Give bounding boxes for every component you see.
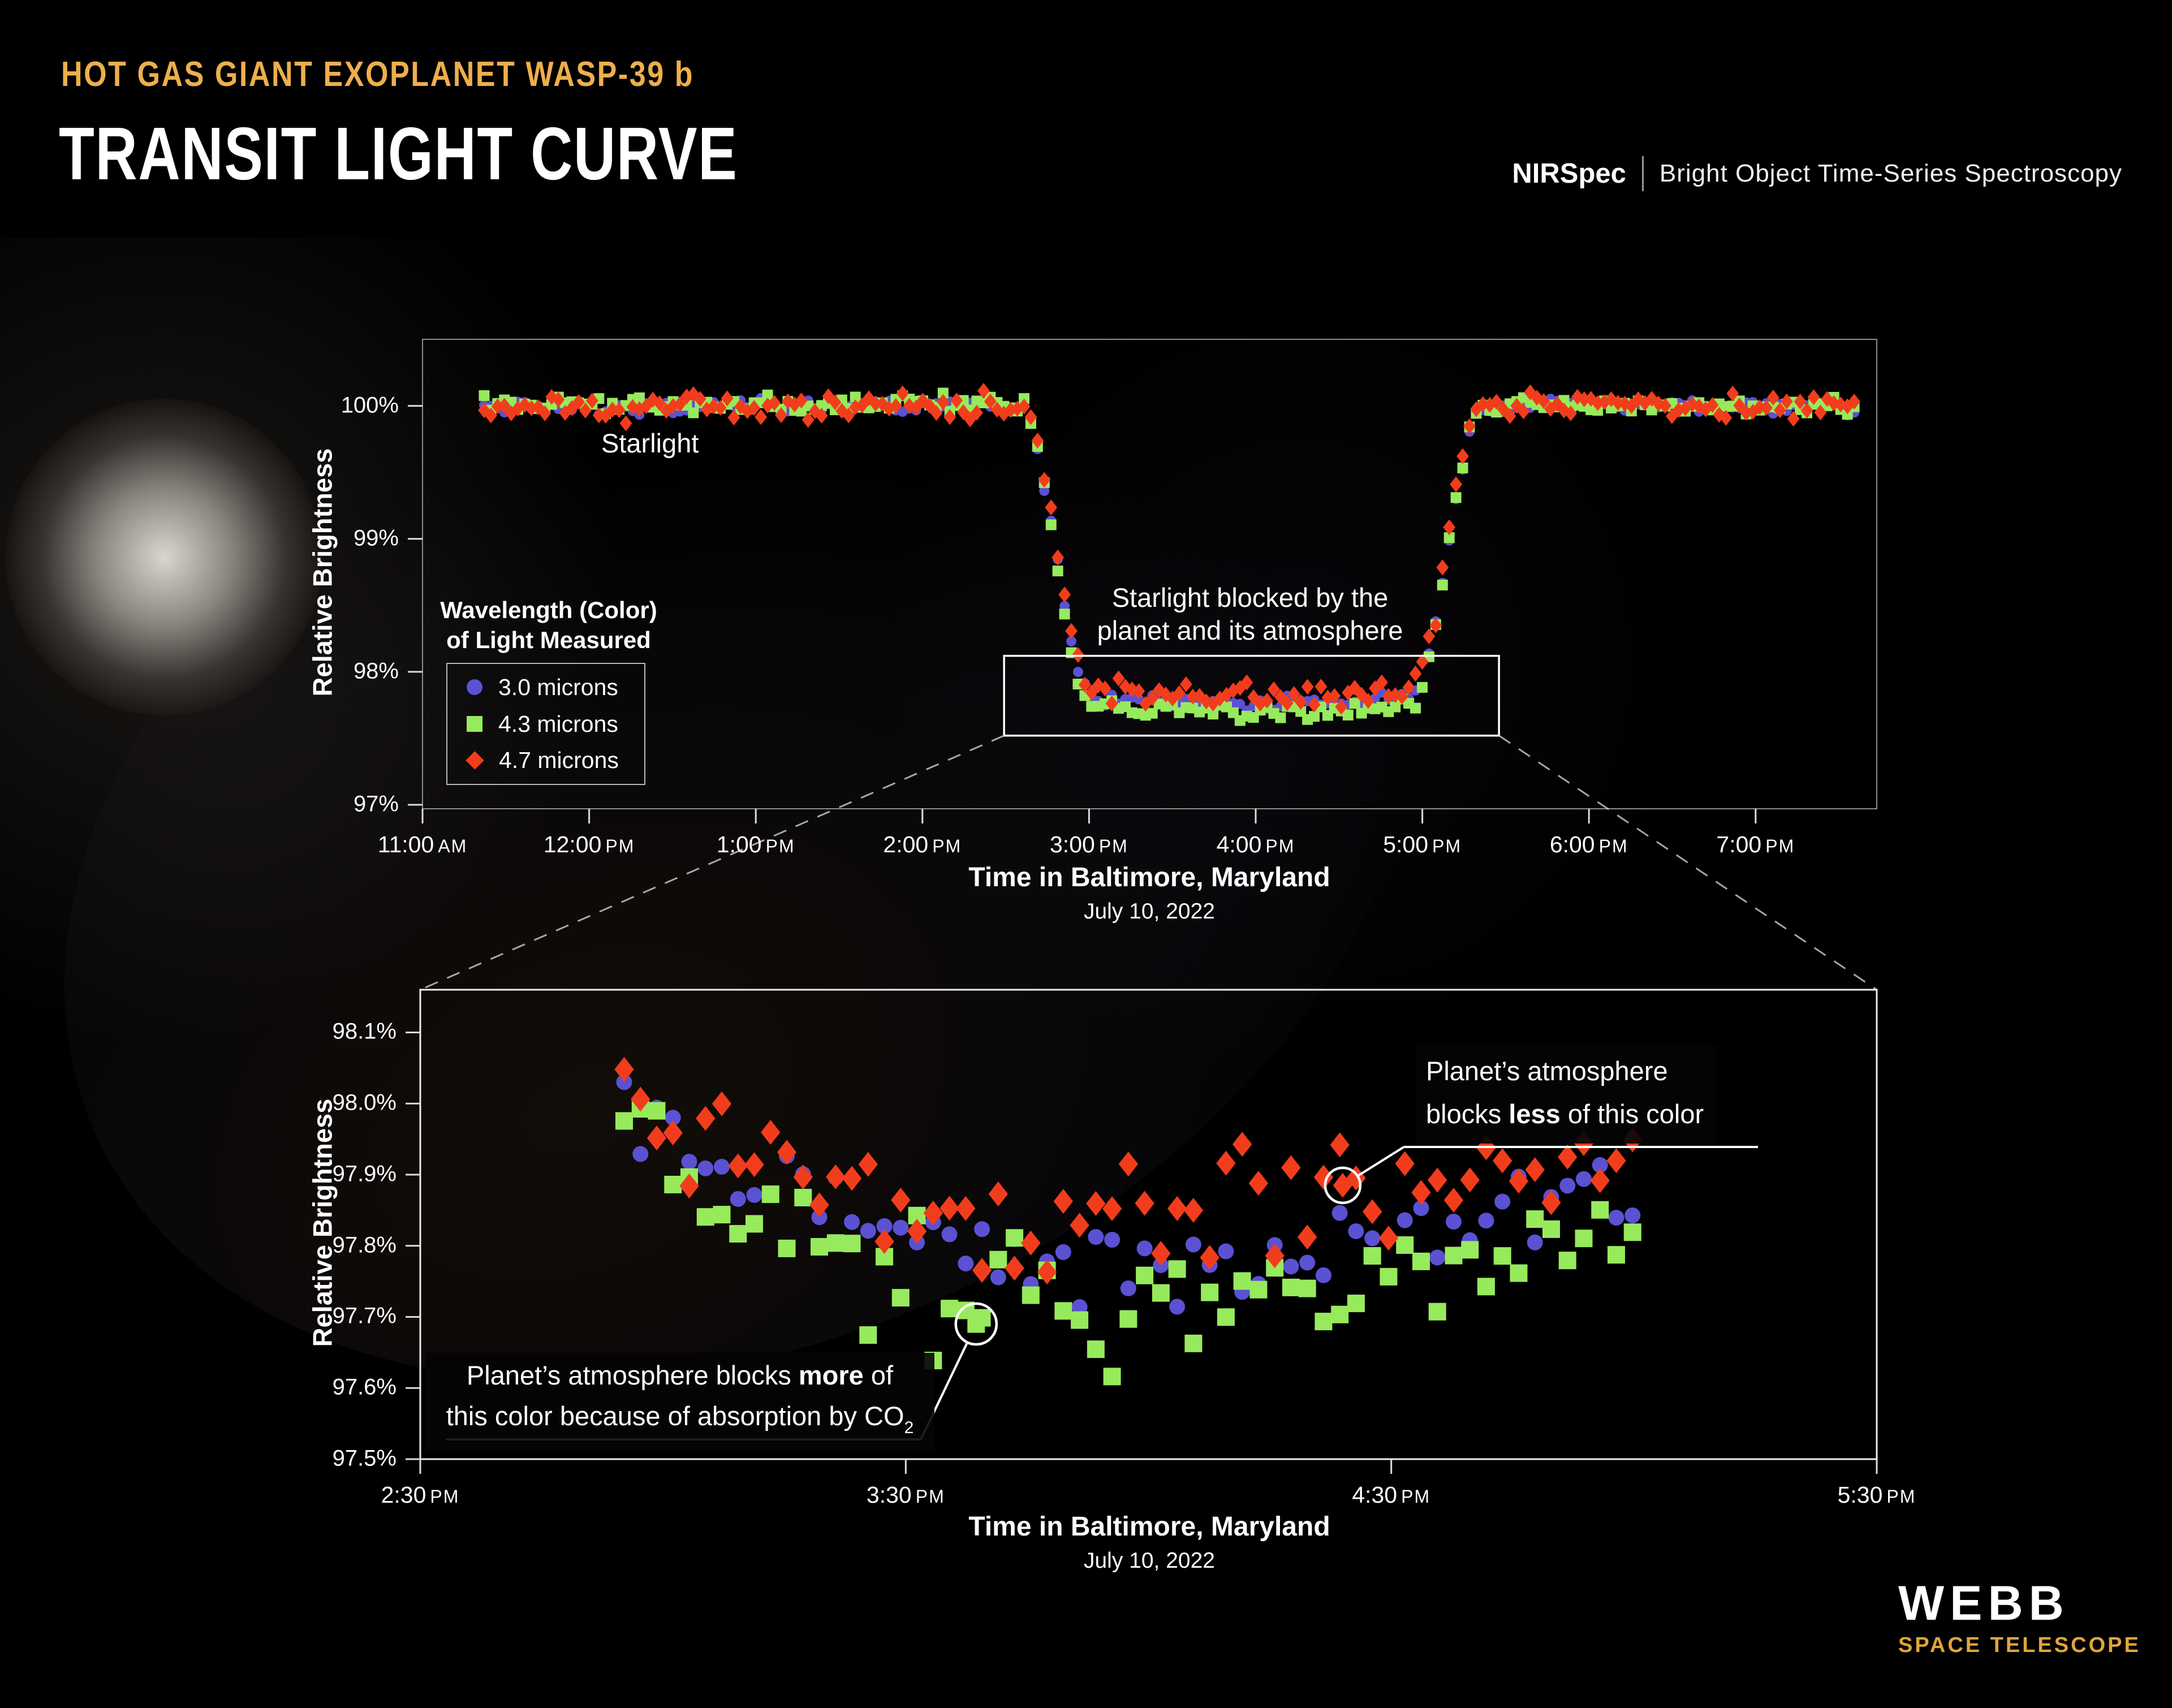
legend-item-3.0-microns: 3.0 microns [467, 674, 644, 701]
blocks-more-line2: this color because of absorption by CO2 [446, 1401, 914, 1437]
header-band: HOT GAS GIANT EXOPLANET WASP-39 b TRANSI… [0, 0, 2172, 238]
instrument-row: NIRSpec Bright Object Time-Series Spectr… [1512, 156, 2122, 191]
legend-item-label: 3.0 microns [498, 674, 618, 700]
dashed-connector-left [420, 735, 1005, 991]
bottom-x-axis-title: Time in Baltimore, Maryland [968, 1512, 1330, 1542]
bottom-y-axis-title: Relative Brightness [307, 1098, 338, 1347]
starlight-blocked-annotation: Starlight blocked by the planet and its … [1018, 581, 1482, 647]
starlight-annotation: Starlight [601, 428, 699, 458]
legend-item-4.3-microns: 4.3 microns [467, 711, 644, 737]
instrument-mode: Bright Object Time-Series Spectroscopy [1659, 159, 2122, 187]
legend-item-label: 4.3 microns [498, 710, 618, 737]
instrument-name: NIRSpec [1512, 158, 1626, 189]
series-points-4.3-microns [615, 1100, 1641, 1386]
webb-logo: WEBB SPACE TELESCOPE [1898, 1579, 2141, 1658]
zoom-highlight-box [1003, 654, 1500, 737]
series-points-4.7-microns [478, 383, 1861, 715]
blocks-less-line1: Planet’s atmosphere [1426, 1056, 1668, 1086]
webb-logo-title: WEBB [1898, 1576, 2070, 1631]
plot-border-zoomed-transit-bottom [419, 989, 1878, 1460]
blocks-less-annotation: Planet’s atmosphere blocks less of this … [1417, 1045, 1717, 1144]
starlight-blocked-line1: Starlight blocked by the [1111, 583, 1389, 613]
legend-title-line1: Wavelength (Color) [440, 597, 657, 623]
red-diamond-marker-icon [466, 751, 484, 770]
bottom-x-axis-date: July 10, 2022 [1083, 1549, 1216, 1573]
legend-item-label: 4.7 microns [499, 747, 619, 774]
divider-line [1641, 156, 1644, 191]
starlight-blocked-line2: planet and its atmosphere [1097, 615, 1403, 645]
blocks-more-annotation: Planet’s atmosphere blocks more of this … [425, 1353, 934, 1453]
page-title: TRANSIT LIGHT CURVE [59, 112, 738, 195]
blocks-less-line2: blocks less of this color [1426, 1099, 1704, 1129]
legend: Wavelength (Color) of Light Measured 3.0… [419, 595, 679, 785]
highlight-circle-4.7-microns [1324, 1166, 1362, 1205]
blocks-more-line1: Planet’s atmosphere blocks more of [466, 1360, 894, 1390]
legend-title: Wavelength (Color) of Light Measured [419, 595, 679, 655]
top-x-axis-date: July 10, 2022 [1083, 899, 1216, 924]
highlight-circle-4.3-microns [954, 1302, 998, 1346]
top-y-axis-title: Relative Brightness [307, 448, 338, 697]
legend-item-4.7-microns: 4.7 microns [466, 747, 644, 774]
top-x-axis-title: Time in Baltimore, Maryland [968, 862, 1330, 892]
webb-logo-subtitle: SPACE TELESCOPE [1898, 1633, 2141, 1657]
series-points-4.7-microns [614, 1056, 1643, 1285]
annotation-leader-line [1357, 1146, 1405, 1178]
kicker-title: HOT GAS GIANT EXOPLANET WASP-39 b [61, 55, 695, 94]
plot-border-overview-light-curve [422, 339, 1877, 809]
legend-box: 3.0 microns 4.3 microns 4.7 microns [446, 663, 645, 785]
dashed-connector-right [1498, 735, 1877, 991]
legend-title-line2: of Light Measured [446, 627, 651, 653]
blue-circle-marker-icon [467, 679, 482, 696]
green-square-marker-icon [467, 716, 482, 732]
